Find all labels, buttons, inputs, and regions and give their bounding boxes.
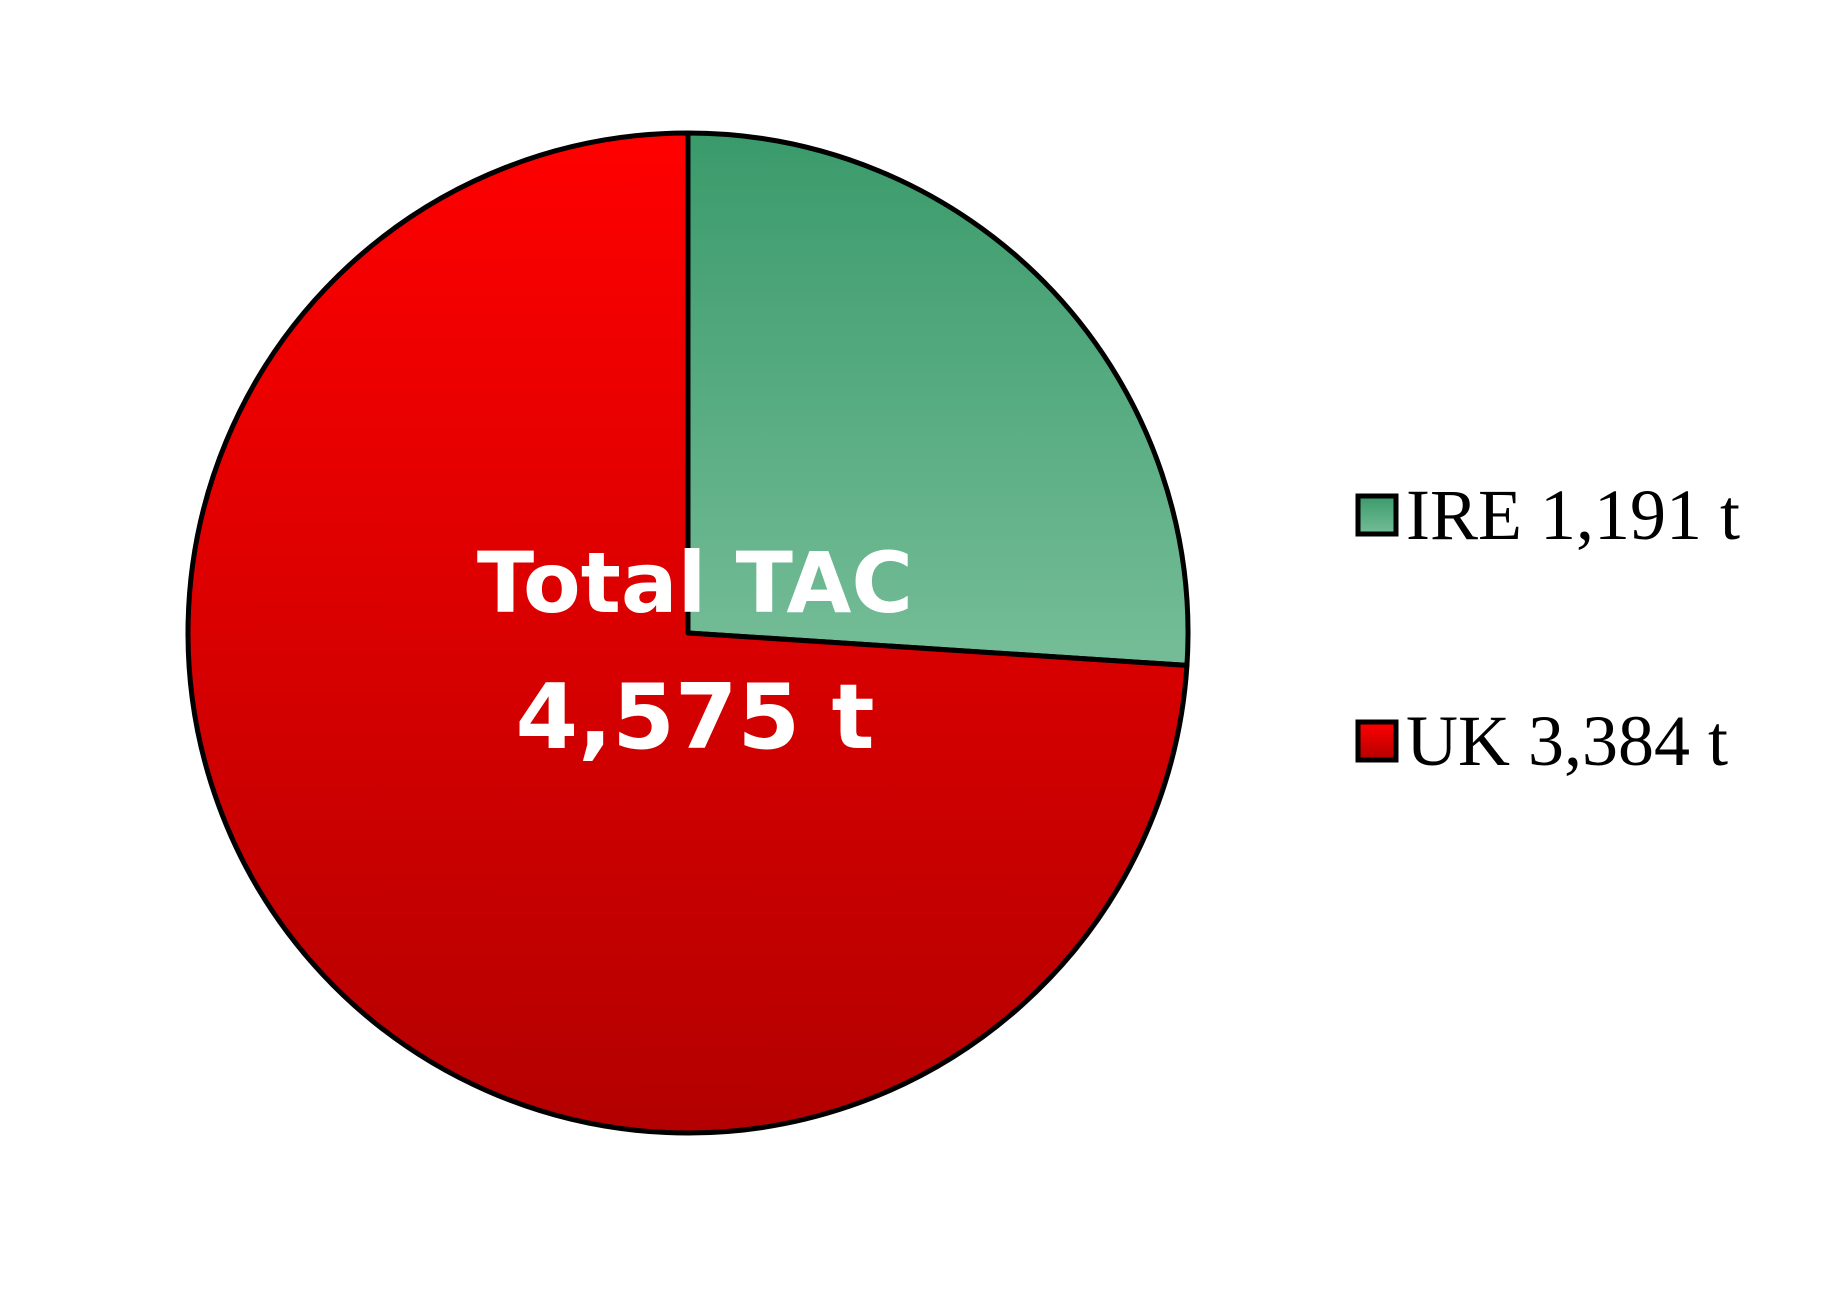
legend-swatch-uk bbox=[1355, 719, 1399, 763]
legend: IRE 1,191 t UK 3,384 t bbox=[1355, 475, 1740, 781]
legend-item-uk: UK 3,384 t bbox=[1355, 701, 1728, 781]
legend-label-ire: IRE 1,191 t bbox=[1406, 475, 1740, 555]
pie-slice-uk bbox=[185, 130, 1190, 1136]
legend-swatch-ire bbox=[1355, 493, 1399, 537]
center-label-total: 4,575 t bbox=[515, 665, 874, 770]
legend-item-ire: IRE 1,191 t bbox=[1355, 475, 1740, 555]
pie-slices bbox=[185, 130, 1191, 1136]
pie-slice-ire bbox=[685, 130, 1191, 668]
center-label-title: Total TAC bbox=[477, 534, 913, 632]
legend-label-uk: UK 3,384 t bbox=[1406, 701, 1728, 781]
